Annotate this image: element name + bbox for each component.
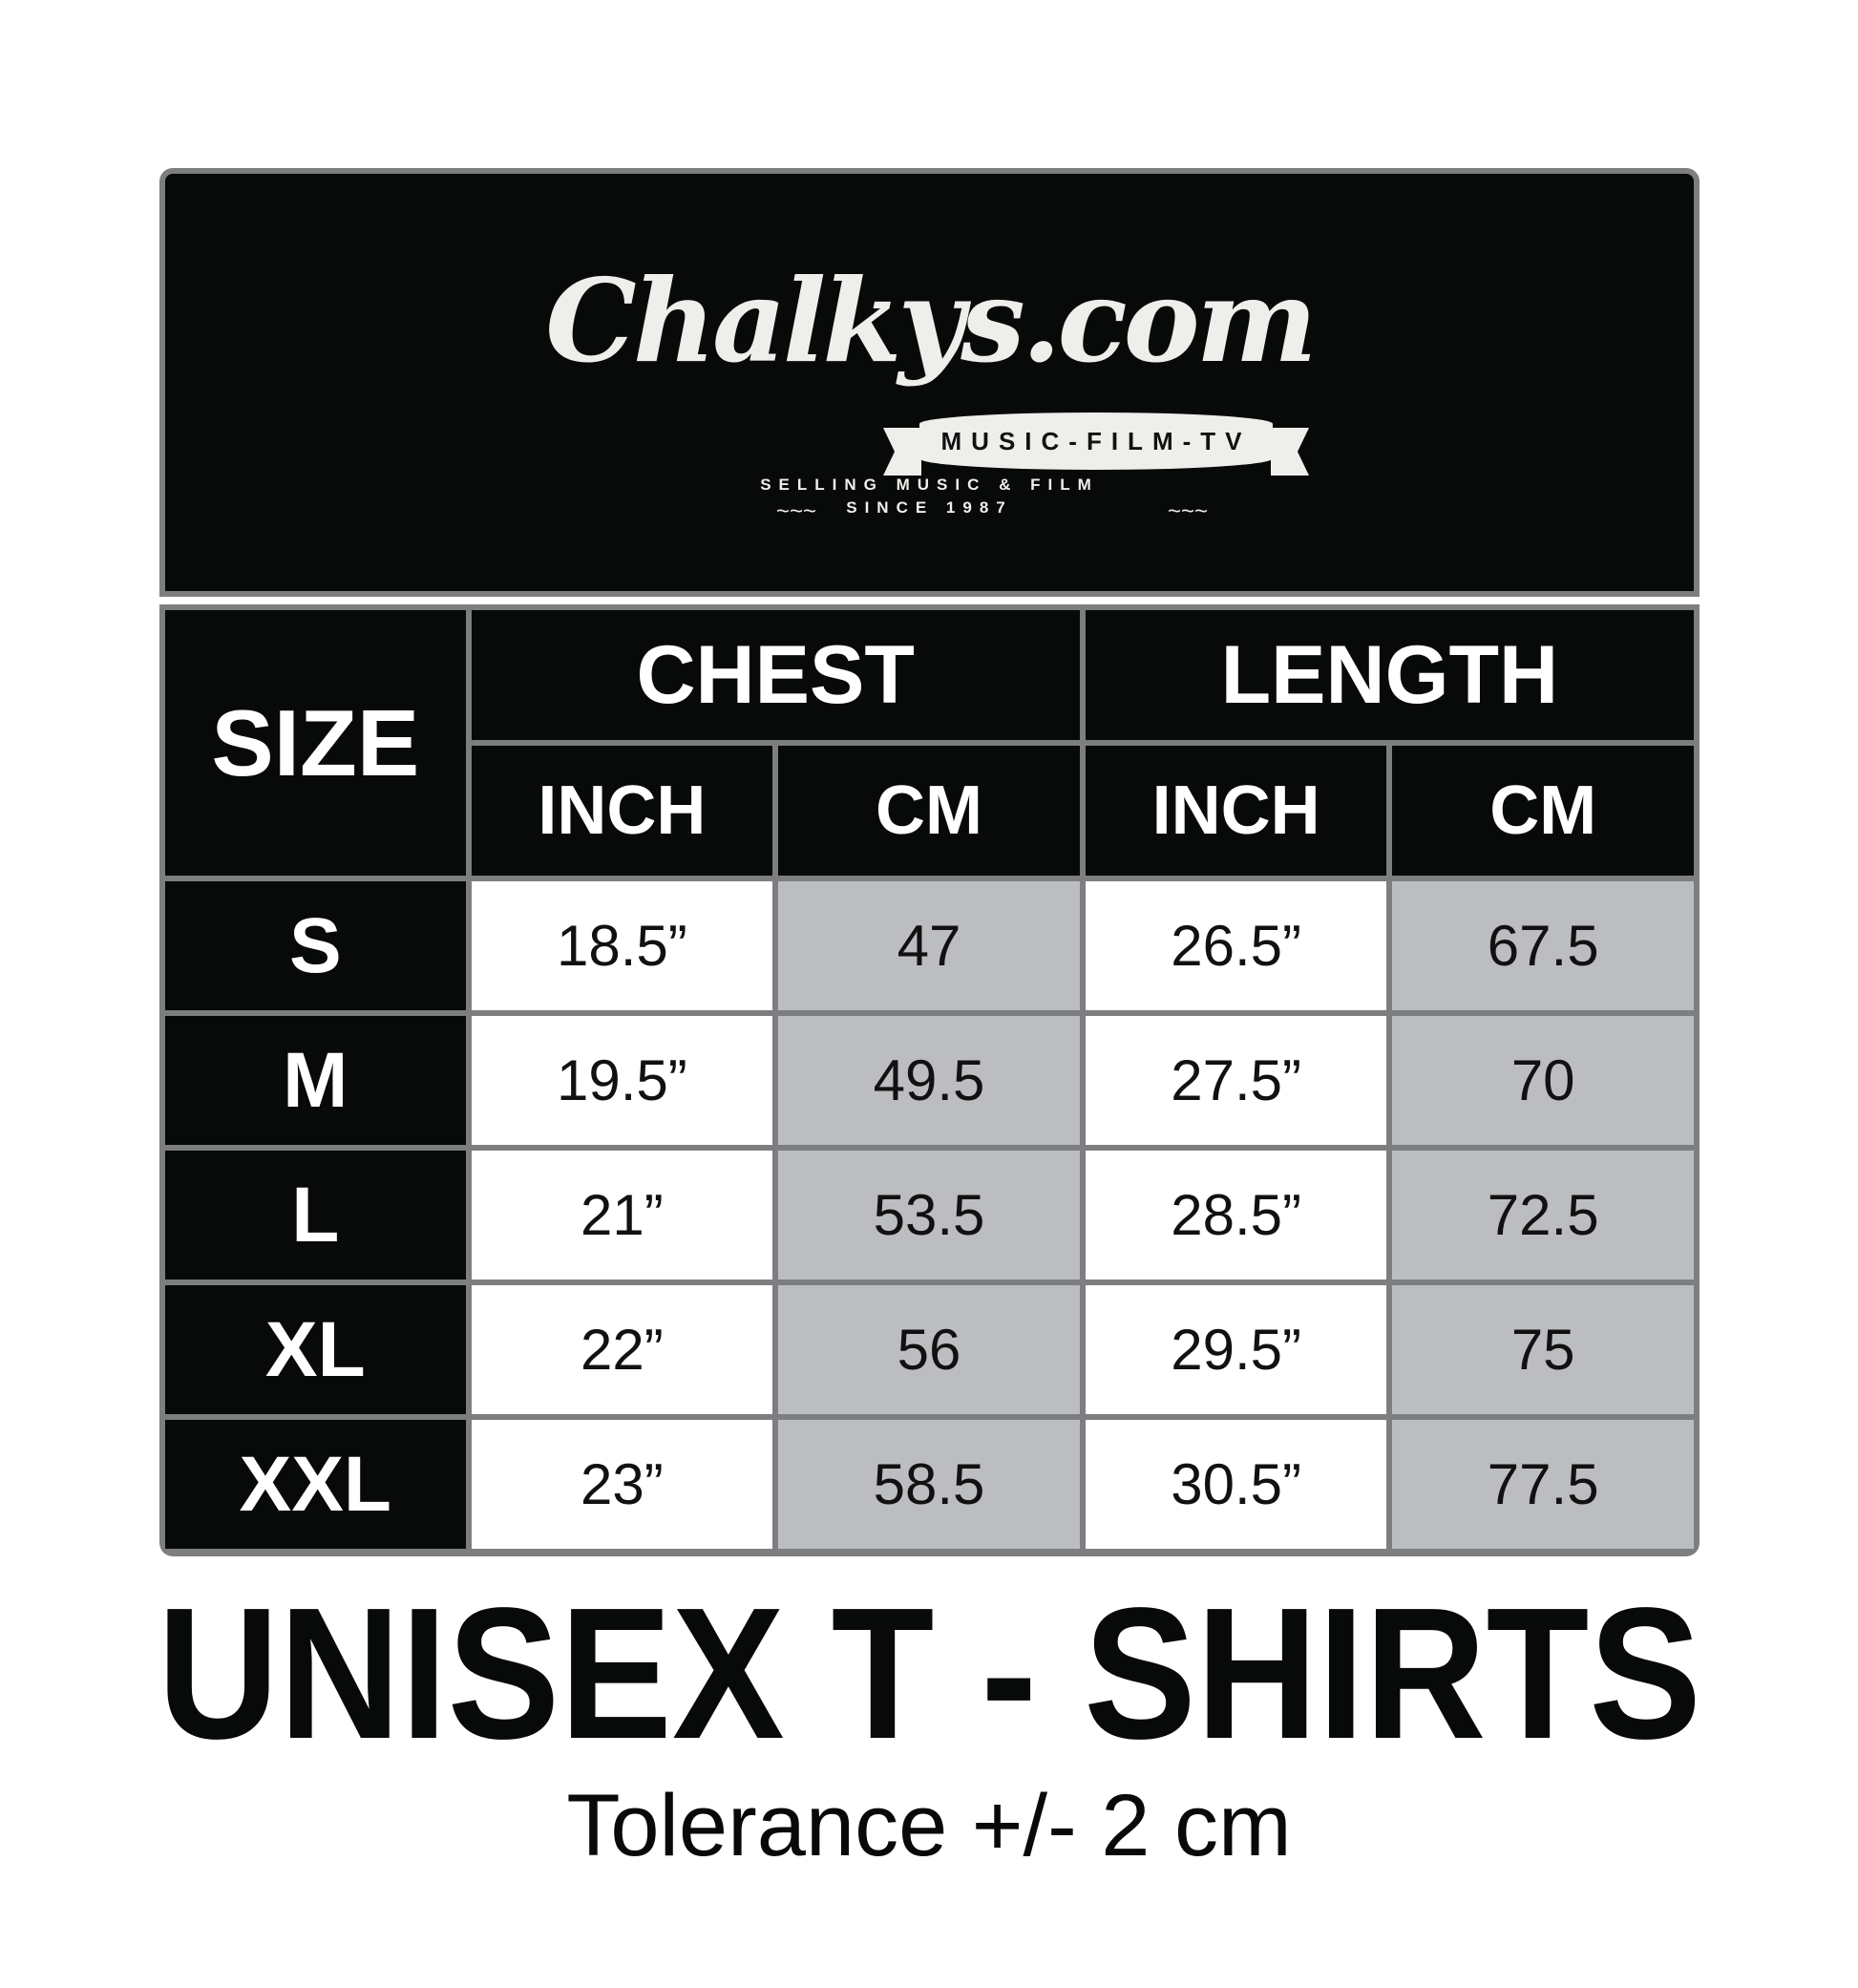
logo-since: SINCE 1987 <box>846 498 1013 517</box>
logo-header: Chalkys.com MUSIC-FILM-TV SELLING MUSIC … <box>159 168 1700 597</box>
logo-tagline: SELLING MUSIC & FILM <box>760 476 1099 494</box>
size-header: SIZE <box>165 610 466 876</box>
size-label: M <box>165 1016 466 1145</box>
tolerance-note: Tolerance +/- 2 cm <box>566 1777 1292 1874</box>
logo-banner: MUSIC-FILM-TV <box>919 412 1273 470</box>
ribbon-right-icon <box>1271 428 1309 476</box>
chest-cm-value: 47 <box>778 881 1080 1010</box>
length-inch-header: INCH <box>1085 746 1387 876</box>
length-header: LENGTH <box>1085 610 1694 740</box>
chalkys-logo: Chalkys.com MUSIC-FILM-TV SELLING MUSIC … <box>165 174 1694 591</box>
flourish-right-icon: ~~~ <box>1168 498 1209 524</box>
chest-cm-value: 53.5 <box>778 1151 1080 1280</box>
chest-inch-value: 18.5” <box>471 881 773 1010</box>
chest-cm-header: CM <box>778 746 1080 876</box>
length-cm-value: 72.5 <box>1392 1151 1694 1280</box>
length-inch-value: 26.5” <box>1085 881 1387 1010</box>
chest-inch-value: 21” <box>471 1151 773 1280</box>
chest-cm-value: 58.5 <box>778 1420 1080 1549</box>
length-inch-value: 30.5” <box>1085 1420 1387 1549</box>
chest-inch-value: 23” <box>471 1420 773 1549</box>
size-label: XL <box>165 1285 466 1414</box>
ribbon-left-icon <box>883 428 921 476</box>
chest-cm-value: 49.5 <box>778 1016 1080 1145</box>
size-label: L <box>165 1151 466 1280</box>
logo-wordmark: Chalkys.com <box>545 254 1317 389</box>
page-title: UNISEX T - SHIRTS <box>0 1566 1858 1781</box>
chest-header: CHEST <box>471 610 1080 740</box>
title-text: UNISEX T - SHIRTS <box>157 1569 1701 1778</box>
length-inch-value: 28.5” <box>1085 1151 1387 1280</box>
length-cm-header: CM <box>1392 746 1694 876</box>
size-label: XXL <box>165 1420 466 1549</box>
length-cm-value: 70 <box>1392 1016 1694 1145</box>
chest-inch-header: INCH <box>471 746 773 876</box>
length-cm-value: 77.5 <box>1392 1420 1694 1549</box>
chest-inch-value: 22” <box>471 1285 773 1414</box>
chest-inch-value: 19.5” <box>471 1016 773 1145</box>
chest-cm-value: 56 <box>778 1285 1080 1414</box>
size-chart-table: SIZE CHEST LENGTH INCH CM INCH CM S 18.5”… <box>159 604 1700 1556</box>
length-cm-value: 67.5 <box>1392 881 1694 1010</box>
length-cm-value: 75 <box>1392 1285 1694 1414</box>
flourish-left-icon: ~~~ <box>776 498 817 524</box>
length-inch-value: 29.5” <box>1085 1285 1387 1414</box>
size-label: S <box>165 881 466 1010</box>
length-inch-value: 27.5” <box>1085 1016 1387 1145</box>
